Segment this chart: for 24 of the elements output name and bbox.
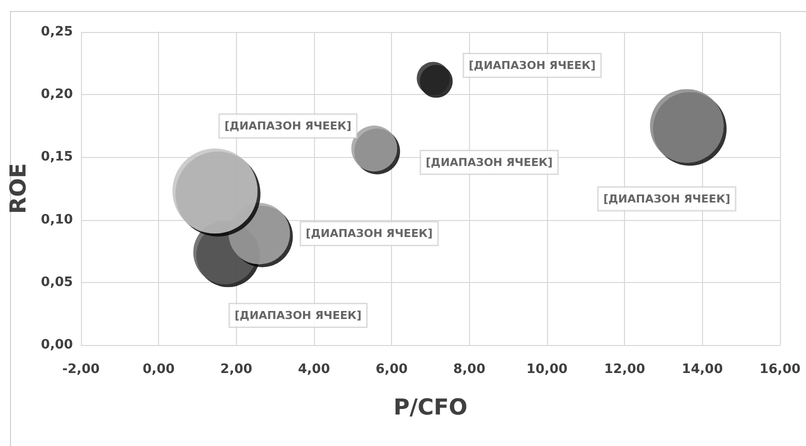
y-tick-label: 0,25 — [40, 24, 73, 40]
x-tick-label: 16,00 — [759, 362, 801, 377]
y-tick-label: 0,20 — [40, 87, 73, 102]
y-tick-label: 0,15 — [40, 150, 73, 165]
x-tick-label: 0,00 — [142, 362, 175, 377]
x-tick-label: 6,00 — [376, 362, 408, 377]
x-tick-label: 4,00 — [298, 362, 330, 377]
y-tick-label: 0,05 — [40, 274, 73, 290]
x-tick-label: 14,00 — [682, 362, 723, 377]
y-tick-label: 0,00 — [40, 338, 73, 352]
x-tick-label: 8,00 — [453, 362, 486, 377]
x-tick-label: 12,00 — [604, 362, 646, 377]
annotation: [ДИАПАЗОН ЯЧЕЕК] — [234, 308, 362, 322]
y-axis-title: ROE — [6, 163, 32, 214]
y-tick-label: 0,10 — [40, 212, 73, 228]
annotation: [ДИАПАЗОН ЯЧЕЕК] — [426, 156, 553, 169]
x-axis-title: P/CFO — [393, 396, 468, 420]
annotation: [ДИАПАЗОН ЯЧЕЕК] — [306, 227, 433, 240]
x-tick-label: 10,00 — [526, 362, 568, 377]
annotation: [ДИАПАЗОН ЯЧЕЕК] — [224, 120, 352, 133]
x-tick-label: 2,00 — [220, 362, 252, 377]
annotation: [ДИАПАЗОН ЯЧЕЕК] — [603, 192, 730, 206]
x-tick-label: -2,00 — [62, 362, 100, 377]
annotation: [ДИАПАЗОН ЯЧЕЕК] — [468, 58, 596, 72]
